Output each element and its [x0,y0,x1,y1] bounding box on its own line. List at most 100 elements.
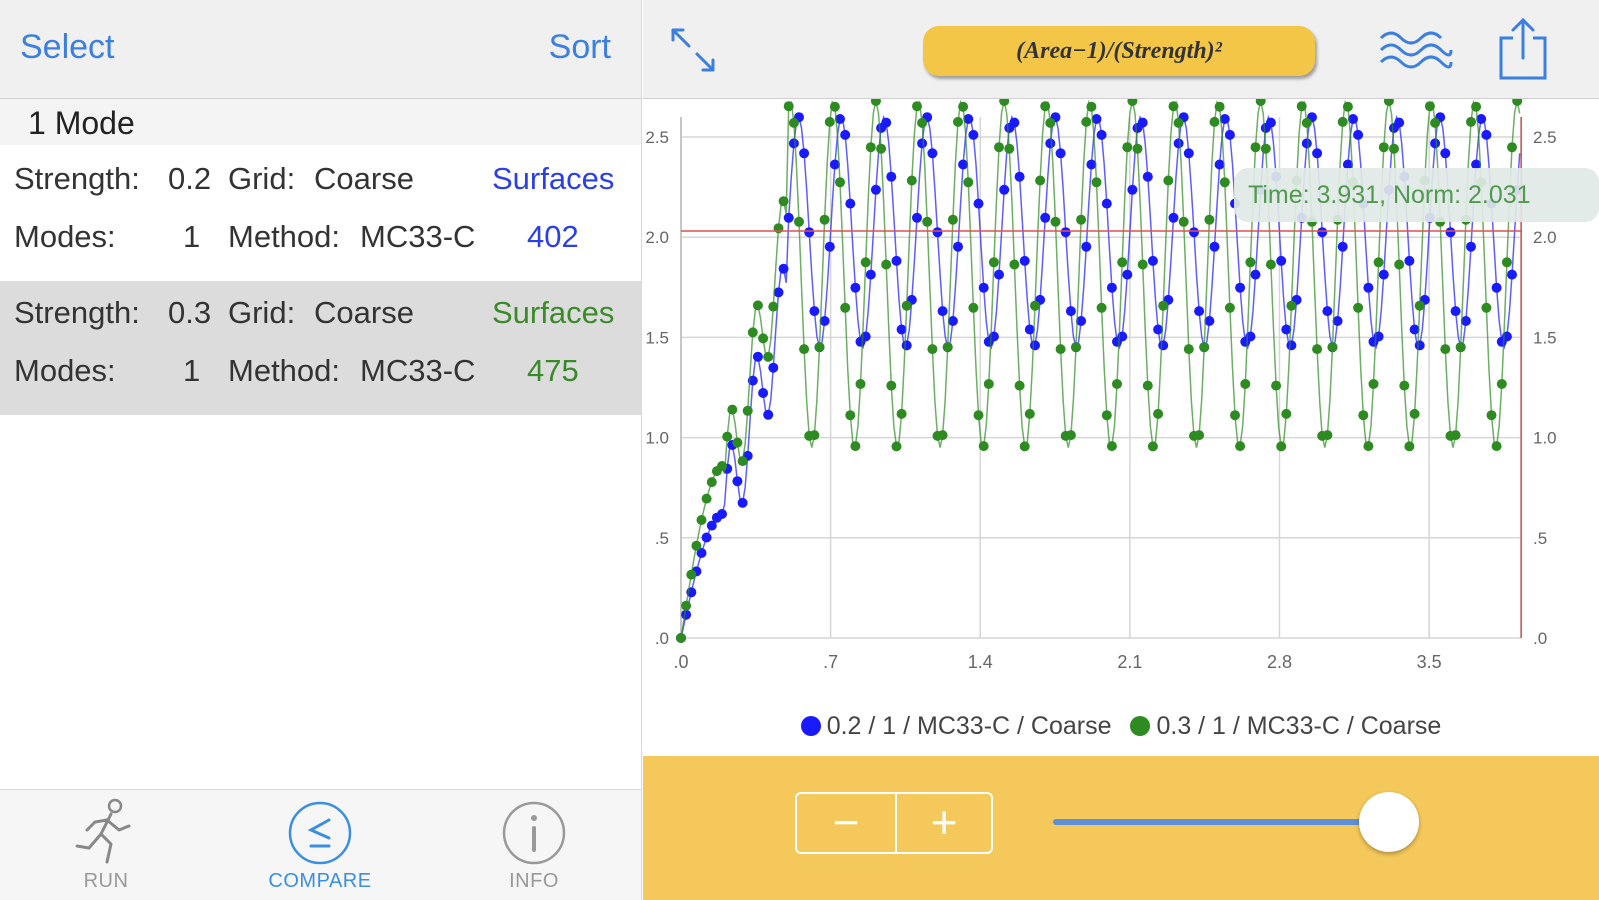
data-point [942,342,953,353]
data-point [1101,410,1112,421]
data-point [876,143,887,154]
data-point [1060,227,1071,238]
data-point [778,263,789,274]
x-tick-label: .0 [673,652,688,672]
data-point [901,300,912,311]
data-point [901,340,912,351]
data-point [1301,117,1312,128]
data-point [1445,227,1456,238]
data-point [1430,117,1441,128]
data-point [1040,101,1051,112]
data-point [758,333,769,344]
sort-button[interactable]: Sort [548,28,611,66]
run-item[interactable]: Strength: 0.2 Grid: Coarse Surfaces Mode… [0,145,641,279]
data-point [840,129,851,140]
data-point [1430,138,1441,149]
data-point [1260,143,1271,154]
run-item[interactable]: Strength: 0.3 Grid: Coarse Surfaces Mode… [0,281,641,415]
data-point [1317,227,1328,238]
data-point [1450,430,1461,441]
data-point [1476,114,1487,124]
data-point [896,324,907,335]
data-point [881,259,892,270]
plus-button[interactable]: + [930,796,958,848]
time-slider-track[interactable] [1053,819,1393,825]
modes-value: 1 [183,219,201,254]
minus-button[interactable]: − [797,794,897,852]
data-point [799,148,810,159]
data-point [1004,143,1015,154]
data-point [814,342,825,353]
data-point [737,456,748,467]
y-tick-label-right: 2.5 [1533,128,1557,147]
surfaces-link[interactable]: Surfaces [492,161,615,196]
y-tick-label: 2.5 [645,128,669,147]
data-point [963,177,974,188]
legend-marker [1130,716,1151,736]
select-button[interactable]: Select [20,28,115,66]
data-point [783,212,794,223]
data-point [850,282,861,293]
data-point [804,227,815,238]
data-point [1394,117,1405,128]
tab-run[interactable]: RUN [36,790,176,900]
data-point [1481,129,1492,140]
chart-toolbar: (Area−1)/(Strength)² [643,0,1599,99]
data-point [1106,282,1117,293]
expand-icon[interactable] [665,22,721,78]
data-point [1035,175,1046,186]
data-point [1014,380,1025,391]
data-point [1045,117,1056,128]
data-point [809,430,820,441]
surfaces-link[interactable]: Surfaces [492,295,615,330]
data-point [1168,212,1179,223]
share-icon[interactable] [1495,16,1551,82]
time-slider-thumb[interactable] [1359,792,1419,852]
tab-compare[interactable]: COMPARE [250,790,390,900]
y-tick-label-right: .5 [1533,529,1547,548]
cursor-readout: Time: 3.931, Norm: 2.031 [1234,168,1599,222]
data-point [681,600,692,611]
data-point [1214,101,1225,112]
x-tick-label: .7 [823,652,838,672]
data-point [752,351,763,362]
data-point [1409,408,1420,419]
data-point [1173,117,1184,128]
x-tick-label: 1.4 [968,652,993,672]
data-point [783,101,794,112]
data-point [963,114,974,124]
data-point [1112,379,1122,389]
data-point [937,430,948,441]
data-point [1281,324,1292,335]
compare-icon [288,801,352,865]
tab-info[interactable]: INFO [464,790,604,900]
legend-label: 0.3 / 1 / MC33-C / Coarse [1156,712,1442,740]
data-point [1183,148,1194,159]
data-point [1342,101,1353,112]
data-point [722,431,733,442]
waves-icon[interactable] [1377,24,1453,74]
data-point [1312,148,1323,159]
data-point [1081,241,1092,252]
data-point [855,379,866,389]
data-point [988,257,999,268]
data-point [1158,340,1169,351]
data-point [701,532,712,543]
formula-button[interactable]: (Area−1)/(Strength)² [923,26,1315,76]
data-point [1147,255,1158,266]
data-point [727,404,738,415]
chart-area[interactable]: .0.0.5.5 1.0 1.0 1.5 1.5 2.0 2.0 2.5 2.5.0.7 1.4 2… [643,96,1599,755]
data-point [1183,344,1194,355]
data-point [1481,302,1492,313]
data-point [1342,159,1353,170]
data-point [1076,316,1087,326]
section-header: 1 Mode [0,99,641,145]
strength-label: Strength: [14,295,140,330]
data-point [1255,96,1266,106]
data-point [1194,306,1205,317]
data-point [1209,116,1220,127]
data-point [1147,441,1158,452]
data-point [747,327,758,338]
data-point [1286,340,1297,351]
data-point [1199,342,1210,353]
